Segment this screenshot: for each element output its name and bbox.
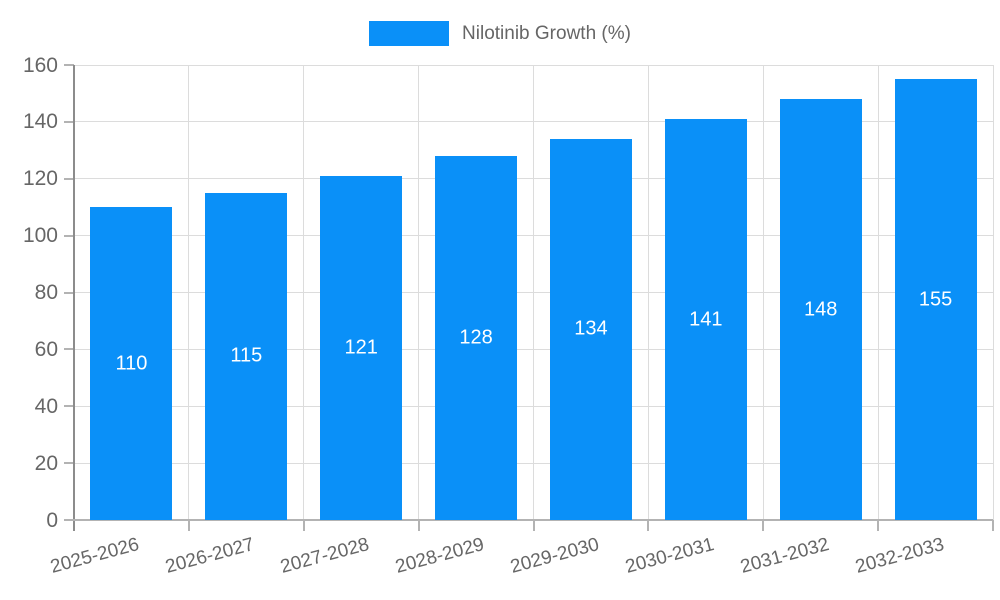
x-axis-tick [532,520,535,531]
y-axis-tick [64,291,74,294]
bar[interactable] [894,79,977,520]
x-axis-tick [187,520,190,531]
x-axis-label-text: 2031-2032 [737,534,832,578]
x-axis-label-text: 2029-2030 [508,534,602,578]
y-axis-tick [64,120,74,123]
y-axis-tick-label: 100 [22,224,58,248]
y-axis-tick [64,405,74,408]
x-axis-label-text: 2025-2026 [48,534,142,578]
x-axis-tick [417,520,420,531]
y-axis-tick [64,462,74,465]
bar-value-label: 141 [689,308,723,331]
gridline-vertical [647,65,649,520]
y-axis-tick [64,177,74,180]
gridline-vertical [303,65,305,520]
y-axis-tick-label: 20 [34,451,58,475]
x-axis-tick [762,520,765,531]
y-axis-tick [64,348,74,351]
x-axis-label-text: 2032-2033 [852,534,946,578]
y-axis-tick-label: 40 [34,394,58,418]
y-axis-tick-label: 140 [22,110,58,134]
x-axis-line [64,519,993,521]
bar[interactable] [664,119,747,520]
y-axis-tick-label: 80 [34,281,58,304]
gridline-vertical [877,65,879,520]
bar-value-label: 148 [804,298,838,321]
bar[interactable] [435,156,518,520]
y-axis-line [73,65,75,531]
bar-value-label: 121 [344,336,378,359]
y-axis-tick [64,234,74,237]
bar[interactable] [779,99,862,520]
bar-value-label: 110 [115,352,148,375]
y-axis-tick-label: 120 [22,167,58,191]
bar[interactable] [549,138,632,520]
x-axis-label-text: 2027-2028 [278,534,372,578]
x-axis-label-text: 2030-2031 [623,534,717,578]
bar-value-label: 128 [459,326,493,349]
bar-value-label: 115 [230,344,263,367]
legend-swatch [369,21,450,46]
x-axis-tick [877,520,880,531]
x-axis-tick [647,520,650,531]
y-axis-tick-label: 60 [34,337,58,361]
bar[interactable] [320,175,403,520]
gridline-vertical [188,65,190,520]
y-axis-tick-label: 160 [22,53,58,77]
bar-value-label: 134 [574,317,608,340]
legend-label: Nilotinib Growth (%) [462,23,631,44]
x-axis-tick [302,520,305,531]
x-axis-tick [992,520,994,531]
x-axis-label-text: 2028-2029 [393,534,487,578]
gridline-vertical [762,65,764,520]
legend[interactable]: Nilotinib Growth (%) [0,21,1000,46]
bar[interactable] [90,207,173,520]
x-axis-label-text: 2026-2027 [163,534,257,578]
y-axis-tick [64,64,74,66]
gridline-vertical [418,65,420,520]
bar[interactable] [205,192,288,520]
gridline-vertical [533,65,534,520]
y-axis-tick-label: 0 [46,508,58,532]
bar-value-label: 155 [918,288,953,311]
gridline-vertical [992,65,994,520]
